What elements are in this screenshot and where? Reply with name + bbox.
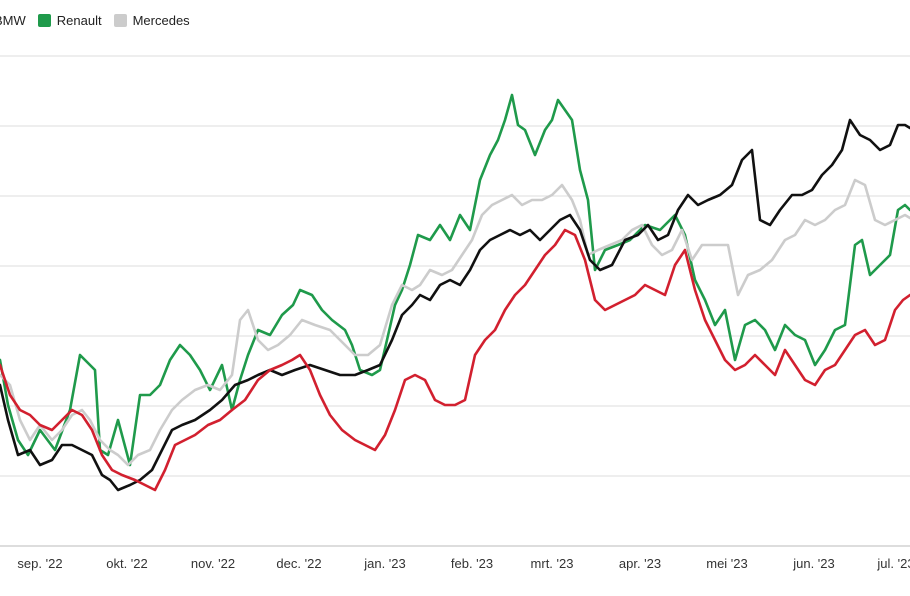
x-tick-label: mei '23 xyxy=(706,556,748,571)
legend-label-bmw: BMW xyxy=(0,12,26,28)
x-tick-label: jun. '23 xyxy=(792,556,835,571)
x-tick-label: mrt. '23 xyxy=(531,556,574,571)
legend-label-renault: Renault xyxy=(56,12,102,28)
gridlines xyxy=(0,55,910,547)
series-layer xyxy=(0,93,910,492)
x-axis-labels: sep. '22 okt. '22 nov. '22 dec. '22 jan. '23… xyxy=(17,556,910,571)
x-tick-label: dec. '22 xyxy=(276,556,321,571)
x-tick-label: nov. '22 xyxy=(191,556,235,571)
legend-swatch-renault xyxy=(37,13,51,27)
legend-item-mercedes: Mercedes xyxy=(113,12,190,28)
x-tick-label: okt. '22 xyxy=(106,556,148,571)
x-tick-label: jan. '23 xyxy=(363,556,406,571)
x-tick-label: apr. '23 xyxy=(619,556,661,571)
legend-item-renault: Renault xyxy=(37,12,102,28)
series-line-renault xyxy=(0,93,910,467)
legend-item-bmw: BMW xyxy=(0,13,26,28)
series-line-unnamed-3 xyxy=(0,228,910,492)
legend-swatch-mercedes xyxy=(113,13,127,27)
legend: BMW Renault Mercedes xyxy=(0,10,202,30)
x-tick-label: feb. '23 xyxy=(451,556,493,571)
series-line-mercedes xyxy=(0,178,910,467)
x-tick-label: sep. '22 xyxy=(17,556,62,571)
legend-label-mercedes: Mercedes xyxy=(132,12,190,28)
x-tick-label: jul. '23 xyxy=(876,556,910,571)
series-line-bmw xyxy=(0,118,910,492)
